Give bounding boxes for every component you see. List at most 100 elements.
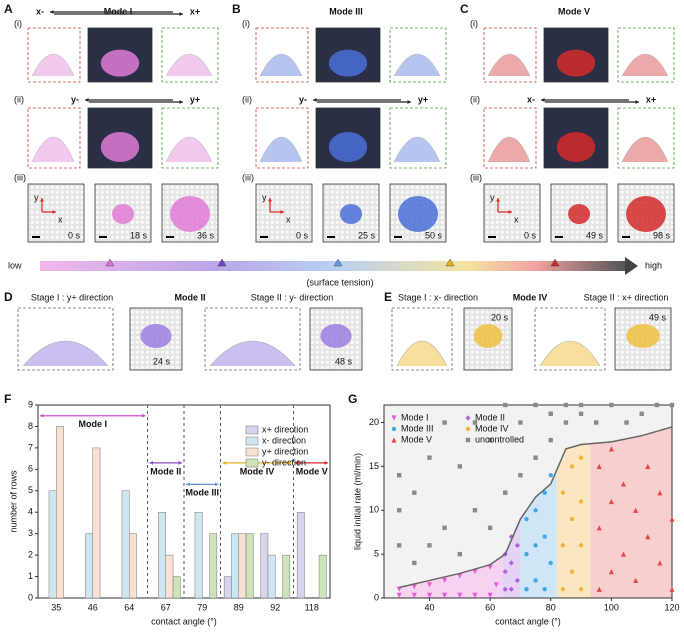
point	[657, 560, 663, 566]
point	[508, 560, 514, 566]
point	[457, 551, 462, 557]
point	[396, 472, 402, 478]
point	[503, 402, 508, 408]
legend-label: x+ direction	[262, 424, 308, 434]
point	[396, 508, 402, 513]
marker-arrow	[217, 258, 227, 267]
axis-name: x	[514, 214, 519, 224]
point	[502, 569, 508, 575]
arrow-head	[40, 198, 44, 202]
schematic	[621, 136, 669, 163]
scale-bar	[488, 236, 496, 238]
direction-label: x+	[190, 6, 200, 16]
bar	[48, 490, 57, 599]
mode-title: Mode III	[329, 6, 363, 16]
point	[560, 587, 566, 592]
direction-label: y+	[190, 94, 200, 104]
point	[608, 569, 614, 575]
point	[596, 525, 602, 531]
point	[457, 573, 463, 579]
direction-label: x-	[527, 94, 535, 104]
arrow-head	[40, 413, 44, 418]
arrow-head	[635, 100, 639, 104]
mode-region	[590, 426, 672, 598]
point	[411, 583, 417, 590]
image-panel	[27, 107, 81, 169]
scale-bar	[622, 236, 630, 238]
point	[563, 402, 569, 408]
y-tick-label: 5	[28, 485, 33, 495]
legend-label: Mode IV	[475, 423, 509, 433]
arrow-head	[85, 98, 89, 102]
marker-arrow	[445, 258, 455, 267]
point	[669, 402, 675, 408]
bar	[296, 511, 305, 599]
arrow-head	[222, 460, 227, 465]
legend-label: Mode I	[401, 412, 429, 422]
bar	[85, 533, 93, 599]
arrow-head	[186, 482, 190, 487]
image-panel	[255, 183, 313, 243]
point	[578, 587, 584, 592]
arrow-head	[407, 100, 411, 104]
axis-name: y	[34, 192, 39, 202]
legend-marker	[391, 437, 397, 443]
schematic	[393, 53, 441, 77]
mode-label: Mode V	[296, 466, 328, 476]
bar	[129, 533, 137, 599]
droplet	[100, 49, 140, 77]
droplet	[626, 324, 660, 348]
image-panel	[255, 107, 309, 169]
marker-arrow	[550, 258, 560, 267]
x-tick-label: 80	[546, 602, 556, 612]
point	[578, 499, 584, 504]
mode-label: Mode IV	[240, 466, 275, 476]
point	[533, 402, 538, 408]
y-tick-label: 6	[28, 464, 33, 474]
bar	[245, 533, 254, 599]
point	[548, 560, 553, 566]
scale-bar	[555, 236, 563, 238]
stage-label: Stage I : x- direction	[398, 292, 478, 302]
bar	[282, 554, 291, 599]
x-tick-label: 46	[88, 602, 98, 612]
scale-caption: (surface tension)	[306, 277, 373, 287]
point	[548, 472, 553, 478]
droplet	[320, 324, 352, 348]
arrow-head	[280, 210, 284, 214]
point	[472, 508, 478, 513]
point	[442, 525, 447, 531]
y-tick-label: 2	[28, 549, 33, 559]
point	[578, 411, 584, 416]
schematic	[209, 340, 296, 367]
point	[542, 587, 547, 592]
point	[487, 592, 493, 598]
point	[542, 490, 547, 495]
image-panel	[389, 27, 447, 83]
time-label: 49 s	[649, 312, 667, 322]
image-panel	[27, 183, 85, 243]
point	[594, 420, 599, 425]
droplet	[473, 324, 503, 348]
time-label: 98 s	[653, 230, 671, 240]
mode-label: Mode II	[150, 466, 181, 476]
bar	[194, 511, 203, 599]
point	[442, 577, 448, 584]
image-panel	[617, 107, 675, 169]
point	[560, 490, 566, 495]
arrow-head	[179, 12, 183, 16]
direction-label: y+	[418, 94, 428, 104]
image-panel	[617, 27, 675, 83]
bar	[209, 533, 218, 599]
y-tick-label: 8	[28, 421, 33, 431]
mode-title: Mode V	[558, 6, 590, 16]
arrow-head	[179, 100, 183, 104]
panel-letter: A	[4, 2, 13, 16]
image-panel	[389, 107, 447, 169]
point	[503, 490, 508, 495]
axis-name: y	[490, 192, 495, 202]
point	[596, 463, 602, 470]
direction-label: x+	[646, 94, 656, 104]
tension-arrow	[625, 257, 638, 275]
image-panel	[161, 27, 219, 83]
